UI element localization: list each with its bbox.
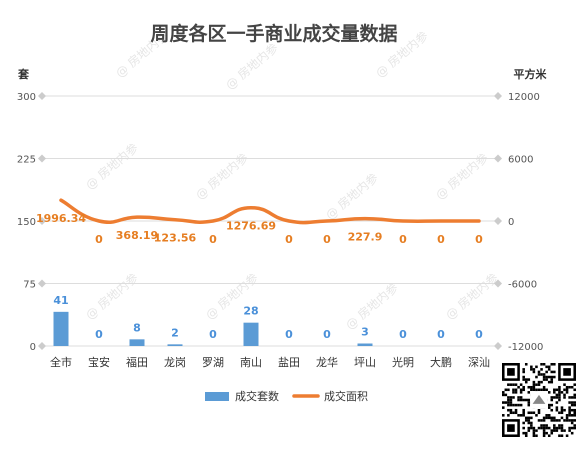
line-point xyxy=(287,219,291,223)
bar-data-label: 41 xyxy=(53,294,68,307)
qr-code-image xyxy=(502,363,576,437)
left-axis-tick-label: 75 xyxy=(23,280,36,291)
line-point xyxy=(477,219,481,223)
bar-data-label: 0 xyxy=(437,328,445,341)
category-label: 光明 xyxy=(392,355,414,369)
bar xyxy=(129,339,145,346)
legend-item-line: 成交面积 xyxy=(292,389,368,403)
line-point xyxy=(173,218,177,222)
right-axis-tick-label: 0 xyxy=(508,217,514,228)
left-axis-tick-label: 225 xyxy=(17,155,36,166)
category-label: 宝安 xyxy=(88,355,110,369)
bar-data-label: 2 xyxy=(171,326,179,339)
watermark-text: @ 房地内参 xyxy=(82,270,141,323)
category-label: 深汕 xyxy=(468,356,490,369)
line-data-label: 368.19 xyxy=(116,229,158,242)
bar xyxy=(243,322,259,346)
bar xyxy=(53,311,69,346)
line-data-label: 0 xyxy=(209,233,217,246)
line-point xyxy=(363,217,367,221)
gridline-marker-right xyxy=(494,92,502,100)
gridline-marker-right xyxy=(494,217,502,225)
gridline-marker-left xyxy=(38,92,46,100)
bar-data-label: 28 xyxy=(243,305,258,318)
gridline-marker-right xyxy=(494,279,502,288)
category-label: 南山 xyxy=(240,356,262,369)
line-point xyxy=(135,215,139,219)
line-data-label: 1996.34 xyxy=(36,212,86,225)
right-axis-tick-label: 6000 xyxy=(508,155,533,166)
watermark-text: @ 房地内参 xyxy=(192,150,251,203)
line-data-label: 0 xyxy=(475,233,483,246)
watermark-text: @ 房地内参 xyxy=(82,140,141,193)
gridline-marker-left xyxy=(38,342,46,350)
bar-data-label: 8 xyxy=(133,321,141,334)
right-axis-tick-label: -12000 xyxy=(508,342,543,353)
line-data-label: 0 xyxy=(437,233,445,246)
gridline-marker-right xyxy=(494,342,502,350)
legend-label-line: 成交面积 xyxy=(324,389,368,403)
bar-data-label: 0 xyxy=(95,328,103,341)
watermark-text: @ 房地内参 xyxy=(222,40,281,93)
bar-data-label: 0 xyxy=(399,328,407,341)
category-label: 罗湖 xyxy=(202,356,224,369)
gridline-marker-left xyxy=(38,217,46,225)
line-point xyxy=(249,206,253,210)
watermark-text: @ 房地内参 xyxy=(432,150,491,203)
line-point xyxy=(325,219,329,223)
legend-label-bars: 成交套数 xyxy=(235,389,279,403)
category-label: 全市 xyxy=(50,355,72,369)
left-axis-tick-label: 150 xyxy=(17,217,36,228)
right-axis-unit: 平方米 xyxy=(514,67,548,81)
watermark-text: @ 房地内参 xyxy=(322,170,381,223)
line-data-label: 123.56 xyxy=(154,232,197,245)
x-axis: 全市 宝安 福田 龙岗 罗湖 南山 盐田 龙华 坪山 光明 大鹏 深汕 xyxy=(50,355,490,369)
gridline-marker-left xyxy=(38,279,46,288)
left-axis-tick-label: 300 xyxy=(17,92,36,103)
left-axis-tick-label: 0 xyxy=(30,342,36,353)
line-data-label: 0 xyxy=(285,233,293,246)
bar xyxy=(167,344,183,346)
gridline-marker-left xyxy=(38,154,46,163)
bar-data-label: 0 xyxy=(323,328,331,341)
line-data-label: 0 xyxy=(323,233,331,246)
line-data-label: 0 xyxy=(95,233,103,246)
line-point xyxy=(97,219,101,223)
line-point xyxy=(401,219,405,223)
right-axis-tick-label: -6000 xyxy=(508,280,537,291)
line-point xyxy=(211,219,215,223)
category-label: 福田 xyxy=(126,355,148,369)
bar-data-label: 3 xyxy=(361,326,369,339)
line-data-label: 227.9 xyxy=(348,231,383,244)
category-label: 龙岗 xyxy=(164,356,186,369)
line-data-label: 1276.69 xyxy=(226,220,276,233)
line-data-label: 0 xyxy=(399,233,407,246)
category-label: 大鹏 xyxy=(430,355,452,369)
line-point xyxy=(59,198,63,202)
bar xyxy=(357,343,373,346)
area-line-path xyxy=(59,198,481,225)
line-point xyxy=(439,219,443,223)
line-series xyxy=(59,198,481,225)
bar-data-label: 0 xyxy=(475,328,483,341)
legend-swatch-bars xyxy=(205,392,229,401)
category-label: 盐田 xyxy=(278,356,300,369)
gridline-marker-right xyxy=(494,154,502,163)
bar-series xyxy=(53,311,373,346)
watermark-text: @ 房地内参 xyxy=(342,280,401,333)
watermark-text: @ 房地内参 xyxy=(442,270,501,323)
watermark-layer: @ 房地内参 @ 房地内参 @ 房地内参 @ 房地内参 @ 房地内参 @ 房地内参 @ 房地… xyxy=(82,28,501,333)
category-label: 龙华 xyxy=(316,355,338,369)
right-axis-tick-label: 12000 xyxy=(508,92,540,103)
chart-title: 周度各区一手商业成交量数据 xyxy=(150,22,397,45)
bar-data-label: 0 xyxy=(209,328,217,341)
bar-data-label: 0 xyxy=(285,328,293,341)
legend-item-bars: 成交套数 xyxy=(205,389,279,403)
legend: 成交套数 成交面积 xyxy=(205,389,368,403)
category-label: 坪山 xyxy=(354,356,376,369)
left-axis-unit: 套 xyxy=(18,67,30,81)
